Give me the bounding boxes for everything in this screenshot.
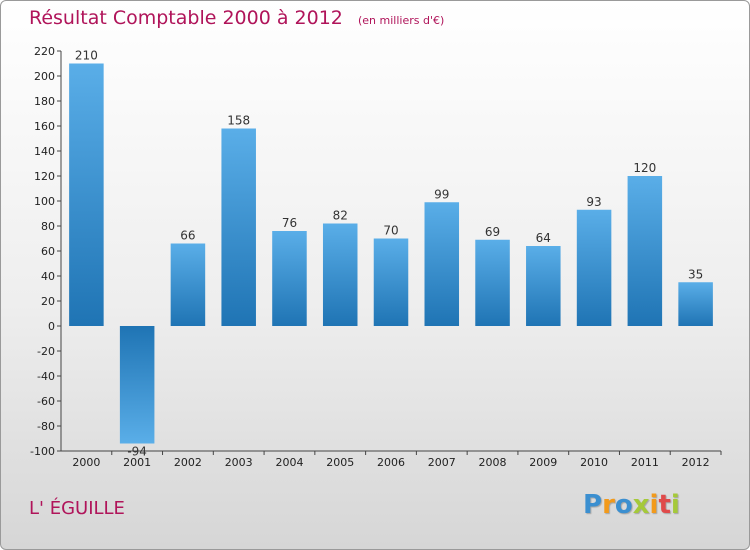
chart-title: Résultat Comptable 2000 à 2012 — [29, 7, 343, 29]
y-tick-label: -100 — [30, 445, 55, 458]
x-tick-label: 2010 — [580, 456, 608, 469]
data-label-2007: 99 — [434, 187, 449, 201]
x-tick-label: 2008 — [479, 456, 507, 469]
data-label-2008: 69 — [485, 225, 500, 239]
y-tick-label: 40 — [41, 270, 55, 283]
x-tick-label: 2003 — [225, 456, 253, 469]
bar-2005 — [322, 223, 358, 326]
y-tick-label: -80 — [37, 420, 55, 433]
y-tick-label: 60 — [41, 245, 55, 258]
logo-letter: t — [658, 490, 671, 520]
y-tick-label: 160 — [34, 120, 55, 133]
y-tick-label: 140 — [34, 145, 55, 158]
bar-2010 — [576, 209, 612, 326]
x-tick-label: 2007 — [428, 456, 456, 469]
title-row: Résultat Comptable 2000 à 2012 (en milli… — [29, 7, 444, 29]
data-label-2012: 35 — [688, 267, 703, 281]
data-label-2010: 93 — [586, 195, 601, 209]
y-tick-label: -60 — [37, 395, 55, 408]
y-tick-label: 0 — [48, 320, 55, 333]
x-tick-label: 2000 — [72, 456, 100, 469]
bar-2000 — [69, 63, 104, 326]
y-tick-label: -20 — [37, 345, 55, 358]
y-tick-label: 20 — [41, 295, 55, 308]
y-tick-label: 80 — [41, 220, 55, 233]
x-tick-label: 2004 — [275, 456, 303, 469]
proxiti-logo: Proxiti — [583, 490, 680, 520]
bar-2011 — [627, 176, 663, 326]
data-label-2006: 70 — [383, 224, 398, 238]
data-label-2004: 76 — [282, 216, 297, 230]
bar-2007 — [424, 202, 460, 326]
logo-letter: P — [583, 490, 603, 520]
bar-2001 — [119, 326, 155, 444]
logo-letter: x — [632, 490, 650, 520]
x-tick-label: 2006 — [377, 456, 405, 469]
logo-letter: o — [614, 490, 633, 520]
x-tick-label: 2001 — [123, 456, 151, 469]
logo-letter: i — [670, 490, 680, 520]
x-tick-label: 2005 — [326, 456, 354, 469]
y-tick-label: 180 — [34, 95, 55, 108]
x-tick-label: 2011 — [631, 456, 659, 469]
x-tick-label: 2012 — [682, 456, 710, 469]
logo-letter: r — [602, 490, 615, 520]
y-tick-label: 200 — [34, 70, 55, 83]
x-tick-label: 2002 — [174, 456, 202, 469]
bar-2003 — [221, 128, 256, 326]
y-tick-label: 100 — [34, 195, 55, 208]
data-label-2011: 120 — [633, 161, 656, 175]
data-label-2003: 158 — [227, 114, 250, 128]
bar-2004 — [272, 231, 307, 326]
data-label-2001: -94 — [127, 445, 147, 459]
y-tick-label: 220 — [34, 45, 55, 58]
bar-2012 — [678, 282, 713, 326]
y-tick-label: -40 — [37, 370, 55, 383]
data-label-2005: 82 — [333, 209, 348, 223]
bar-2009 — [526, 246, 561, 326]
data-label-2002: 66 — [180, 229, 195, 243]
data-label-2009: 64 — [536, 231, 551, 245]
logo-letter: i — [649, 490, 659, 520]
chart-subtitle: (en milliers d'€) — [357, 14, 445, 27]
bar-2008 — [475, 239, 510, 326]
bar-2002 — [170, 243, 206, 326]
place-name: L' ÉGUILLE — [29, 498, 125, 519]
data-label-2000: 210 — [75, 49, 98, 63]
x-tick-label: 2009 — [529, 456, 557, 469]
y-tick-label: 120 — [34, 170, 55, 183]
bar-2006 — [373, 238, 409, 326]
